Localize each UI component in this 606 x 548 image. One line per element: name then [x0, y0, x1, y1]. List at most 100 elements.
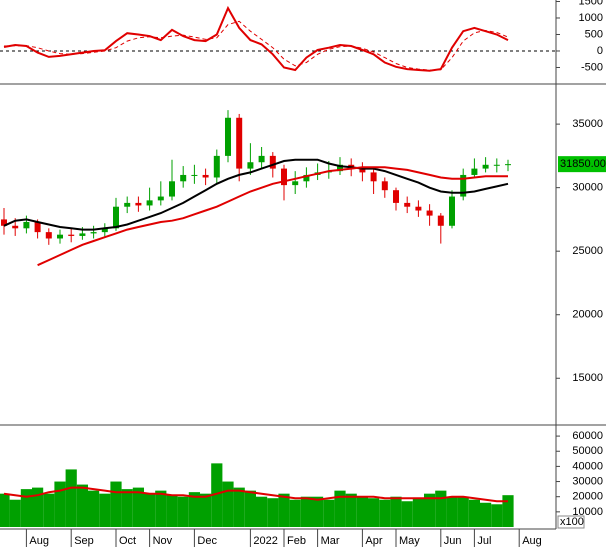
x-tick-label: Sep — [74, 535, 94, 547]
x-tick-label: Aug — [29, 535, 49, 547]
candle-body — [303, 174, 310, 182]
candle-body — [281, 168, 287, 186]
candle-body — [23, 221, 30, 229]
candle-body — [505, 164, 511, 166]
candle-body — [124, 202, 131, 207]
volume-bar — [356, 496, 368, 527]
candle-body — [79, 233, 86, 236]
y-tick-label: 1000 — [579, 12, 603, 24]
candle-body — [393, 190, 399, 203]
volume-bar — [0, 493, 10, 527]
volume-bar — [155, 490, 167, 527]
volume-bar — [188, 492, 200, 527]
volume-bar — [9, 499, 21, 527]
y-tick-label: 50000 — [572, 445, 603, 457]
y-tick-label: -500 — [581, 61, 603, 73]
volume-bar — [334, 490, 346, 527]
candle-body — [101, 228, 108, 233]
unit-label: x100 — [560, 516, 584, 528]
indicator-line — [3, 5, 509, 72]
volume-average — [3, 486, 508, 503]
candle-body — [45, 232, 52, 239]
volume-bar — [177, 496, 189, 527]
candle-body — [225, 117, 231, 156]
volume-bar — [88, 490, 100, 527]
volume-bar — [166, 495, 178, 527]
x-tick-label: Jul — [477, 535, 491, 547]
volume-bar — [121, 489, 133, 527]
y-tick-label: 35000 — [572, 118, 603, 130]
candle-body — [113, 206, 119, 229]
volume-bar — [401, 501, 413, 527]
volume-bar — [99, 493, 111, 527]
candle-body — [157, 196, 164, 201]
volume-bar — [267, 498, 279, 527]
volume-bar — [289, 499, 301, 527]
volume-bar — [54, 481, 66, 527]
candle-body — [34, 221, 41, 233]
y-tick-label: 20000 — [572, 491, 603, 503]
y-tick-label: 60000 — [572, 430, 603, 442]
candle-body — [202, 174, 209, 178]
volume-bar — [312, 496, 324, 527]
volume-bar — [233, 487, 245, 527]
volume-bar — [390, 496, 402, 527]
candle-body — [1, 219, 7, 226]
volume-bar — [32, 487, 44, 527]
y-tick-label: 500 — [585, 28, 603, 40]
x-tick-label: Feb — [287, 535, 306, 547]
moving-average — [3, 158, 509, 231]
candle-body — [68, 234, 75, 236]
candle-body — [135, 202, 142, 206]
volume-bar — [278, 493, 290, 527]
indicator-line — [3, 20, 509, 71]
y-tick-label: 20000 — [572, 309, 603, 321]
candle-body — [337, 164, 343, 172]
y-tick-label: 0 — [597, 45, 603, 57]
volume-bar — [144, 493, 156, 527]
candle-body — [415, 206, 422, 211]
candle-body — [146, 200, 153, 206]
candle-body — [381, 181, 388, 191]
volume-bar — [368, 498, 380, 527]
y-tick-label: 40000 — [572, 460, 603, 472]
candle-body — [493, 164, 500, 166]
candle-body — [449, 196, 455, 226]
candle-body — [90, 232, 97, 234]
candle-body — [437, 215, 444, 226]
volume-bar — [457, 496, 469, 527]
volume-bar — [65, 469, 77, 527]
candle-body — [258, 155, 265, 163]
y-tick-label: 25000 — [572, 245, 603, 257]
volume-bar — [20, 489, 32, 527]
candle-body — [482, 164, 489, 169]
candle-body — [12, 225, 19, 229]
candle-body — [180, 174, 187, 182]
candle-body — [471, 168, 478, 175]
volume-bar — [244, 490, 256, 527]
volume-bar — [211, 463, 223, 527]
last-price-label: 31850.00 — [560, 158, 606, 170]
volume-bar — [110, 481, 122, 527]
x-tick-label: Nov — [153, 535, 173, 547]
volume-bar — [200, 493, 212, 527]
candle-body — [292, 181, 299, 186]
candle-body — [370, 172, 377, 182]
candle-body — [191, 174, 198, 176]
candle-body — [426, 210, 433, 216]
volume-bar — [222, 481, 234, 527]
candle-body — [359, 168, 366, 173]
last-price-box — [558, 156, 606, 173]
y-tick-label: 30000 — [572, 475, 603, 487]
volume-bar — [379, 499, 391, 527]
volume-bar — [256, 496, 268, 527]
volume-bar — [345, 493, 357, 527]
volume-bar — [446, 496, 458, 527]
volume-bar — [76, 484, 88, 527]
volume-bar — [300, 496, 312, 527]
volume-bar — [412, 498, 424, 527]
candle-body — [57, 234, 63, 239]
candle-body — [247, 162, 254, 169]
candle-body — [169, 181, 175, 197]
